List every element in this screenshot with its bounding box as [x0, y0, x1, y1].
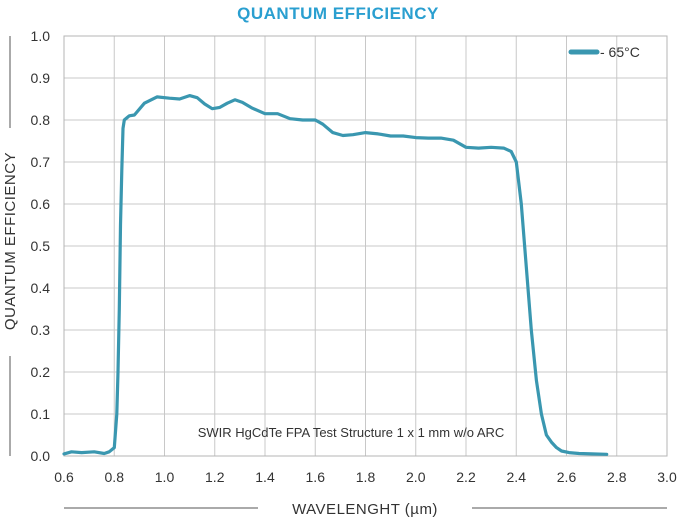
- x-tick-label: 1.4: [255, 469, 275, 485]
- y-tick-label: 0.8: [31, 112, 51, 128]
- x-tick-label: 1.8: [356, 469, 376, 485]
- chart-annotation: SWIR HgCdTe FPA Test Structure 1 x 1 mm …: [198, 425, 505, 440]
- x-tick-label: 0.8: [105, 469, 125, 485]
- x-tick-label: 0.6: [54, 469, 74, 485]
- x-tick-label: 2.0: [406, 469, 426, 485]
- x-tick-label: 3.0: [657, 469, 677, 485]
- y-tick-label: 0.9: [31, 70, 51, 86]
- y-tick-label: 0.5: [31, 238, 51, 254]
- y-axis-title: QUANTUM EFFICIENCY: [2, 152, 19, 330]
- y-tick-label: 0.3: [31, 322, 51, 338]
- x-tick-label: 2.2: [456, 469, 476, 485]
- legend-label: - 65°C: [600, 44, 640, 60]
- x-tick-label: 2.8: [607, 469, 627, 485]
- y-tick-label: 0.1: [31, 406, 51, 422]
- y-tick-label: 0.0: [31, 448, 51, 464]
- x-tick-label: 1.6: [306, 469, 326, 485]
- y-tick-label: 0.6: [31, 196, 51, 212]
- y-tick-label: 0.4: [31, 280, 51, 296]
- x-tick-labels: 0.6 0.8 1.0 1.2 1.4 1.6 1.8 2.0 2.2 2.4 2.6 2.8 3.0: [54, 469, 677, 485]
- y-tick-label: 1.0: [31, 28, 51, 44]
- chart-title: QUANTUM EFFICIENCY: [237, 4, 439, 23]
- series-line-65c: [62, 94, 609, 456]
- x-axis-title: WAVELENGHT (µm): [292, 501, 438, 518]
- plot-area-frame: [63, 35, 668, 457]
- legend: - 65°C: [568, 44, 640, 60]
- x-tick-label: 2.4: [507, 469, 527, 485]
- y-tick-labels: 0.0 0.1 0.2 0.3 0.4 0.5 0.6 0.7 0.8 0.9 1.0: [31, 28, 51, 464]
- y-tick-label: 0.2: [31, 364, 51, 380]
- x-tick-label: 2.6: [557, 469, 577, 485]
- x-tick-label: 1.0: [155, 469, 175, 485]
- x-tick-label: 1.2: [205, 469, 225, 485]
- y-tick-label: 0.7: [31, 154, 51, 170]
